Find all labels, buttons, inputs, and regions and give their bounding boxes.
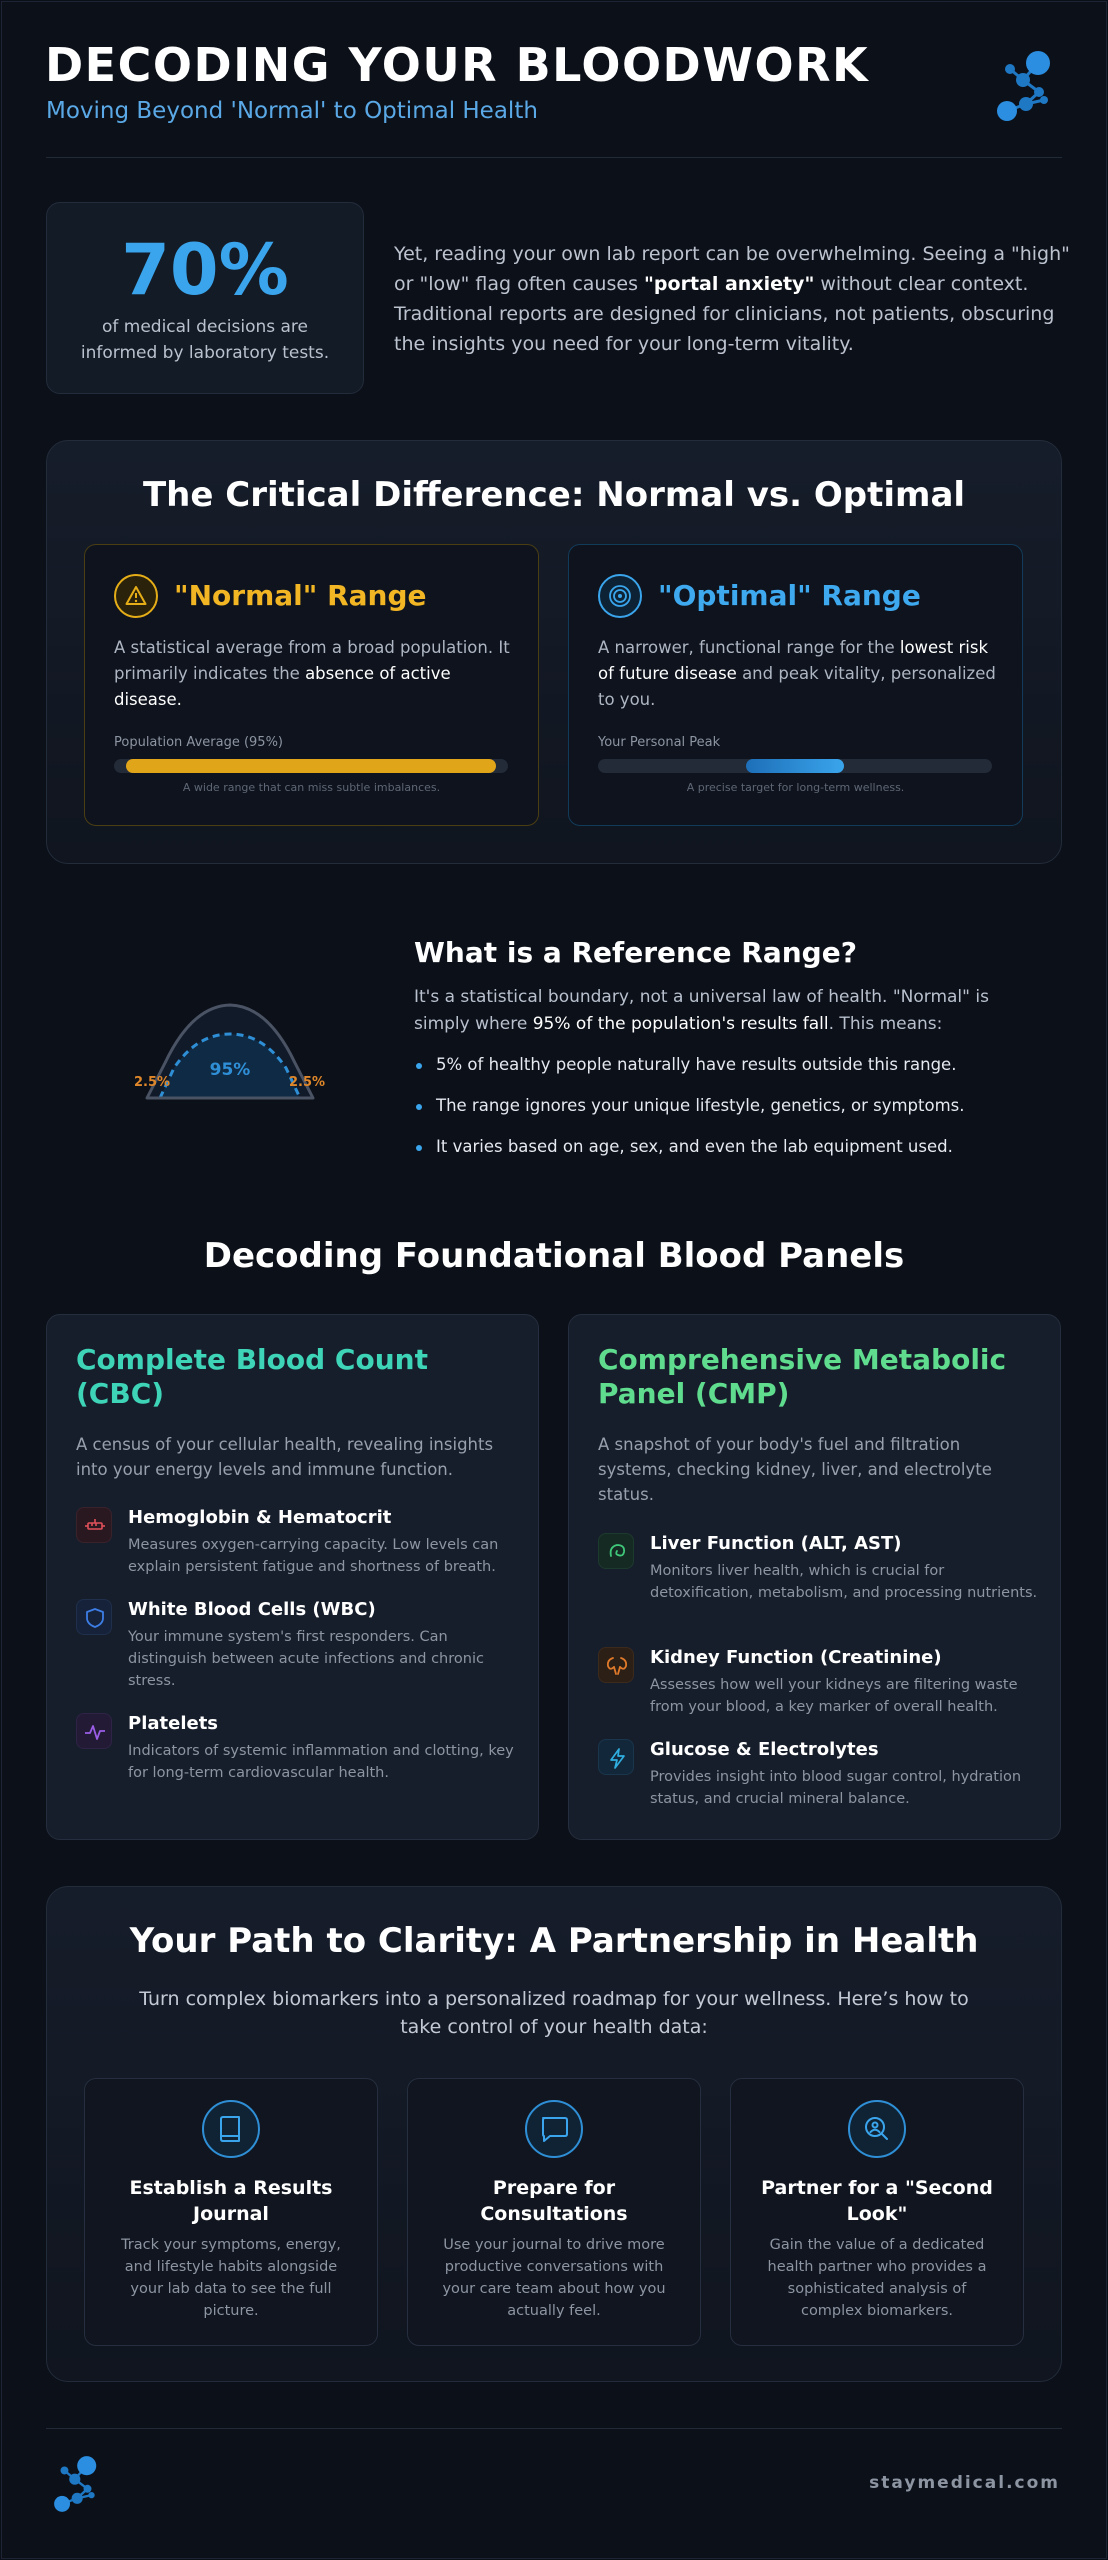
cmp-desc: A snapshot of your body's fuel and filtr… xyxy=(598,1435,992,1504)
normal-range-card: "Normal" Range A statistical average fro… xyxy=(84,544,539,826)
step-card-journal: Establish a Results Journal Track your s… xyxy=(84,2078,378,2346)
difference-section: The Critical Difference: Normal vs. Opti… xyxy=(46,440,1062,864)
normal-range-note: A wide range that can miss subtle imbala… xyxy=(182,781,441,794)
reference-bullet: The range ignores your unique lifestyle,… xyxy=(414,1094,1054,1135)
normal-range-desc: A statistical average from a broad popul… xyxy=(114,635,514,713)
header-divider xyxy=(46,157,1062,158)
normal-range-title: "Normal" Range xyxy=(174,579,427,612)
intro-text-1: Yet, reading your own lab report can be … xyxy=(394,243,1070,295)
search-person-icon xyxy=(848,2100,906,2158)
path-intro: Turn complex biomarkers into a personali… xyxy=(139,1988,969,2038)
reference-title: What is a Reference Range? xyxy=(414,936,857,969)
intro-text-2: without clear context. Traditional repor… xyxy=(394,273,1055,355)
reference-bullet-text: The range ignores your unique lifestyle,… xyxy=(436,1096,965,1115)
optimal-desc-text: A narrower, functional range for the xyxy=(598,638,900,657)
cbc-item-desc: Your immune system's first responders. C… xyxy=(128,1629,484,1689)
chat-icon xyxy=(525,2100,583,2158)
normal-range-track xyxy=(114,759,508,773)
normal-bar-label: Population Average (95%) xyxy=(114,735,283,750)
reference-bullet-text: 5% of healthy people naturally have resu… xyxy=(436,1055,957,1074)
cmp-item-desc: Provides insight into blood sugar contro… xyxy=(650,1769,1022,1807)
cmp-item-name: Liver Function (ALT, AST) xyxy=(650,1533,902,1554)
optimal-range-title: "Optimal" Range xyxy=(658,579,921,612)
optimal-range-track xyxy=(598,759,992,773)
cbc-item-name: White Blood Cells (WBC) xyxy=(128,1599,376,1620)
kidney-icon xyxy=(598,1647,634,1683)
step-card-consultations: Prepare for Consultations Use your journ… xyxy=(407,2078,701,2346)
pulse-icon xyxy=(76,1713,112,1749)
cmp-item-desc: Monitors liver health, which is crucial … xyxy=(650,1563,1038,1601)
cbc-item-desc: Measures oxygen-carrying capacity. Low l… xyxy=(128,1537,499,1575)
cmp-item-name: Kidney Function (Creatinine) xyxy=(650,1647,942,1668)
step-title: Establish a Results Journal xyxy=(129,2177,333,2225)
optimal-range-note: A precise target for long-term wellness. xyxy=(686,781,905,794)
optimal-bar-label: Your Personal Peak xyxy=(598,735,721,750)
cbc-item-name: Platelets xyxy=(128,1713,219,1734)
bell-curve-graphic: 95% 2.5% 2.5% xyxy=(134,1003,325,1100)
path-title: Your Path to Clarity: A Partnership in H… xyxy=(129,1921,979,1961)
molecule-logo-icon xyxy=(997,51,1050,121)
step-title: Partner for a "Second Look" xyxy=(761,2177,993,2225)
liver-icon xyxy=(598,1533,634,1569)
optimal-desc-emphasis: lowest risk of future disease xyxy=(598,638,989,683)
stat-value: 70% xyxy=(121,229,289,311)
step-desc: Gain the value of a dedicated health par… xyxy=(767,2237,987,2319)
curve-right-tail-label: 2.5% xyxy=(289,1075,325,1090)
optimal-range-fill xyxy=(745,759,845,773)
molecule-logo-icon xyxy=(54,2456,97,2512)
footer-divider xyxy=(46,2428,1062,2429)
optimal-range-card: "Optimal" Range A narrower, functional r… xyxy=(568,544,1023,826)
cbc-title: Complete Blood Count (CBC) xyxy=(76,1343,428,1410)
warning-triangle-icon xyxy=(114,574,158,618)
optimal-range-desc: A narrower, functional range for the low… xyxy=(598,635,998,713)
reference-desc-emphasis: 95% of the population's results fall xyxy=(532,1014,829,1034)
normal-desc-emphasis: absence of active disease. xyxy=(114,664,451,709)
curve-center-label: 95% xyxy=(210,1060,251,1080)
intro-paragraph: Yet, reading your own lab report can be … xyxy=(394,239,1074,359)
bullet-dot-icon xyxy=(416,1104,422,1110)
reference-bullet: 5% of healthy people naturally have resu… xyxy=(414,1053,1054,1094)
bullet-dot-icon xyxy=(416,1145,422,1151)
cmp-title: Comprehensive Metabolic Panel (CMP) xyxy=(598,1343,1007,1410)
journal-icon xyxy=(202,2100,260,2158)
reference-bullet: It varies based on age, sex, and even th… xyxy=(414,1135,1054,1176)
page-title: DECODING YOUR BLOODWORK xyxy=(45,38,870,92)
cbc-item-desc: Indicators of systemic inflammation and … xyxy=(128,1743,514,1781)
normal-range-fill xyxy=(125,759,497,773)
panels-title: Decoding Foundational Blood Panels xyxy=(203,1236,905,1276)
cmp-panel-card: Comprehensive Metabolic Panel (CMP) A sn… xyxy=(568,1314,1061,1840)
path-section: Your Path to Clarity: A Partnership in H… xyxy=(46,1886,1062,2382)
test-tube-icon xyxy=(76,1507,112,1543)
shield-icon xyxy=(76,1599,112,1635)
intro-emphasis: "portal anxiety" xyxy=(644,273,815,295)
step-desc: Track your symptoms, energy, and lifesty… xyxy=(121,2237,341,2319)
lightning-icon xyxy=(598,1739,634,1775)
reference-desc: It's a statistical boundary, not a unive… xyxy=(414,984,1014,1038)
reference-bullet-text: It varies based on age, sex, and even th… xyxy=(436,1137,953,1156)
stat-card: 70% of medical decisions are informed by… xyxy=(46,202,364,394)
cbc-item-name: Hemoglobin & Hematocrit xyxy=(128,1507,392,1528)
cmp-item-name: Glucose & Electrolytes xyxy=(650,1739,879,1760)
bullet-dot-icon xyxy=(416,1063,422,1069)
optimal-desc-text-2: and peak vitality, personalized to you. xyxy=(598,664,996,709)
target-icon xyxy=(598,574,642,618)
cmp-item-desc: Assesses how well your kidneys are filte… xyxy=(650,1677,1018,1715)
stat-caption: of medical decisions are informed by lab… xyxy=(80,317,330,363)
footer-brand[interactable]: staymedical.com xyxy=(869,2473,1060,2493)
difference-title: The Critical Difference: Normal vs. Opti… xyxy=(142,475,966,515)
step-card-second-look: Partner for a "Second Look" Gain the val… xyxy=(730,2078,1024,2346)
page-subtitle: Moving Beyond 'Normal' to Optimal Health xyxy=(46,98,538,124)
curve-left-tail-label: 2.5% xyxy=(134,1075,170,1090)
normal-desc-text: A statistical average from a broad popul… xyxy=(114,638,510,683)
cbc-desc: A census of your cellular health, reveal… xyxy=(76,1435,494,1479)
reference-bullet-list: 5% of healthy people naturally have resu… xyxy=(414,1053,1054,1176)
cbc-panel-card: Complete Blood Count (CBC) A census of y… xyxy=(46,1314,539,1840)
step-title: Prepare for Consultations xyxy=(480,2177,628,2225)
reference-desc-text-2: . This means: xyxy=(828,1014,943,1034)
reference-desc-text: It's a statistical boundary, not a unive… xyxy=(414,987,989,1034)
step-desc: Use your journal to drive more productiv… xyxy=(442,2237,666,2319)
